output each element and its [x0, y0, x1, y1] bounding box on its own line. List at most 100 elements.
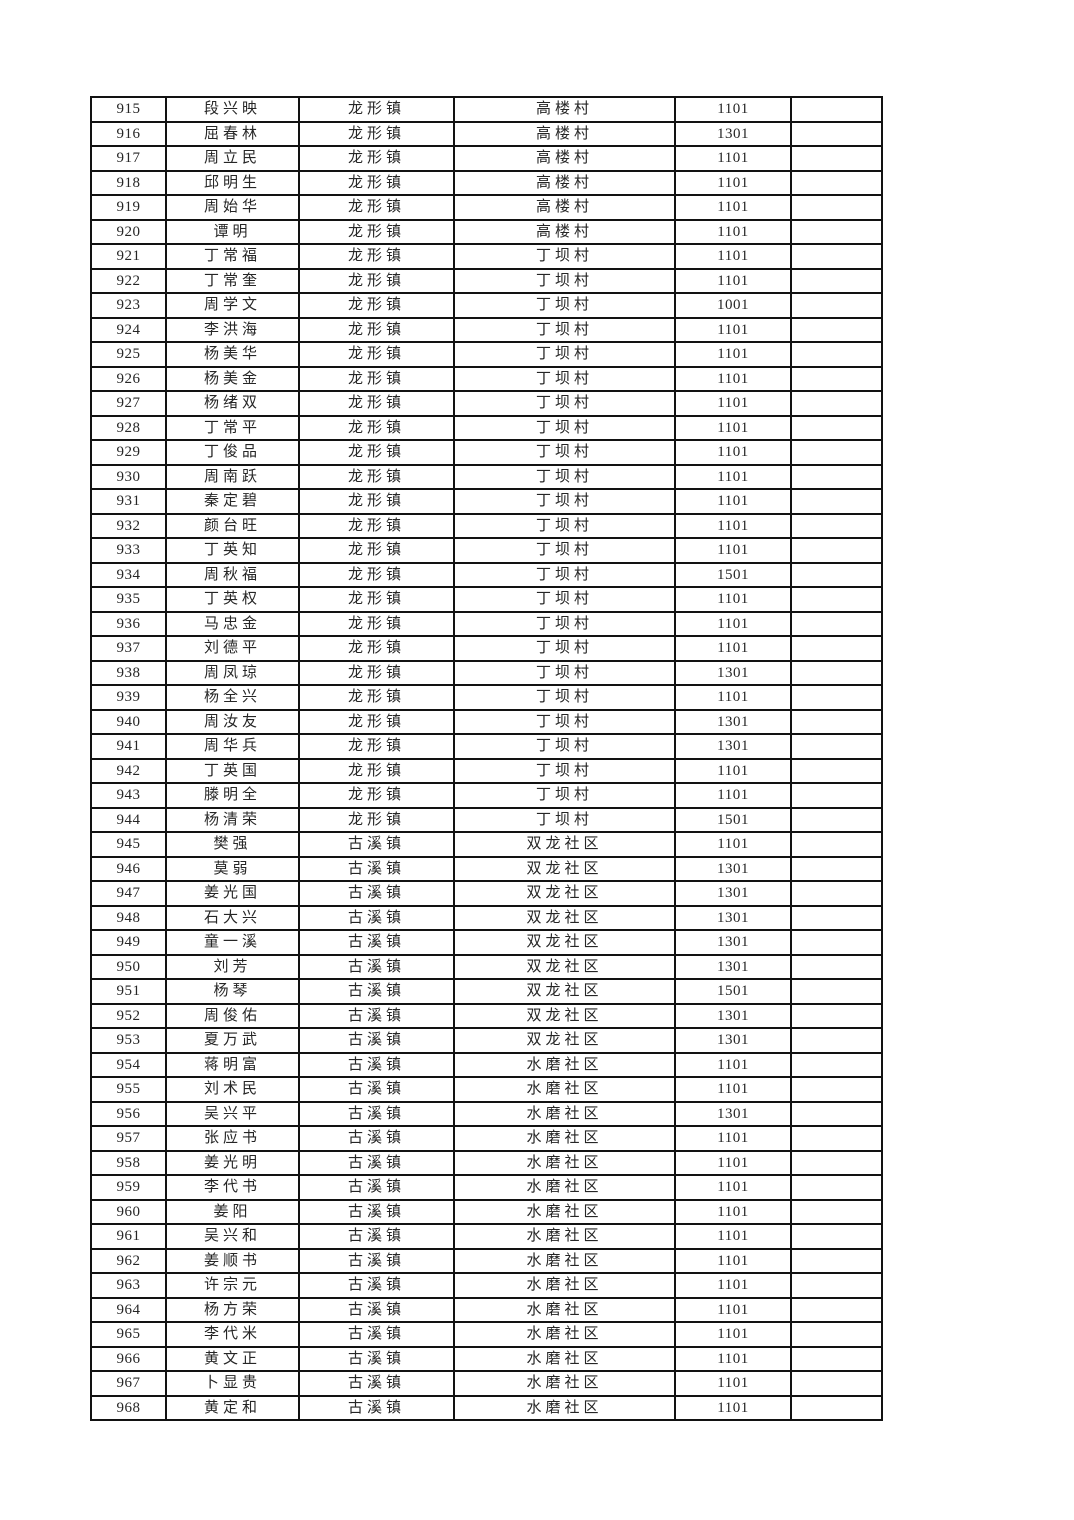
cell-code: 1101	[674, 757, 792, 784]
cell-name: 张应书	[165, 1125, 300, 1152]
cell-name: 邱明生	[165, 169, 300, 196]
cell-index: 947	[90, 880, 167, 907]
table-row: 944 杨清荣 龙形镇 丁坝村 1501	[90, 806, 883, 833]
cell-remark	[790, 953, 883, 980]
cell-code: 1101	[674, 145, 792, 172]
cell-town: 龙形镇	[298, 512, 455, 539]
cell-code: 1301	[674, 1100, 792, 1127]
cell-name: 周南跃	[165, 463, 300, 490]
cell-remark	[790, 1027, 883, 1054]
cell-village: 丁坝村	[453, 610, 676, 637]
cell-town: 古溪镇	[298, 978, 455, 1005]
cell-village: 双龙社区	[453, 978, 676, 1005]
cell-index: 966	[90, 1345, 167, 1372]
cell-village: 丁坝村	[453, 782, 676, 809]
cell-remark	[790, 1174, 883, 1201]
cell-name: 屈春林	[165, 120, 300, 147]
cell-name: 姜顺书	[165, 1247, 300, 1274]
cell-name: 马忠金	[165, 610, 300, 637]
cell-index: 940	[90, 708, 167, 735]
cell-code: 1301	[674, 1027, 792, 1054]
cell-index: 926	[90, 365, 167, 392]
cell-code: 1301	[674, 904, 792, 931]
cell-town: 龙形镇	[298, 439, 455, 466]
cell-remark	[790, 1125, 883, 1152]
cell-town: 龙形镇	[298, 218, 455, 245]
table-row: 953 夏万武 古溪镇 双龙社区 1301	[90, 1027, 883, 1054]
cell-village: 高楼村	[453, 194, 676, 221]
cell-town: 古溪镇	[298, 1002, 455, 1029]
table-row: 919 周始华 龙形镇 高楼村 1101	[90, 194, 883, 221]
cell-index: 962	[90, 1247, 167, 1274]
cell-index: 931	[90, 488, 167, 515]
cell-village: 丁坝村	[453, 316, 676, 343]
cell-code: 1101	[674, 218, 792, 245]
cell-town: 龙形镇	[298, 708, 455, 735]
table-row: 940 周汝友 龙形镇 丁坝村 1301	[90, 708, 883, 735]
cell-remark	[790, 463, 883, 490]
cell-index: 921	[90, 243, 167, 270]
table-row: 945 樊强 古溪镇 双龙社区 1101	[90, 831, 883, 858]
cell-index: 923	[90, 292, 167, 319]
cell-code: 1101	[674, 1394, 792, 1421]
cell-town: 古溪镇	[298, 1027, 455, 1054]
cell-town: 龙形镇	[298, 414, 455, 441]
table-row: 952 周俊佑 古溪镇 双龙社区 1301	[90, 1002, 883, 1029]
cell-index: 967	[90, 1370, 167, 1397]
cell-code: 1101	[674, 341, 792, 368]
cell-village: 双龙社区	[453, 831, 676, 858]
cell-code: 1301	[674, 953, 792, 980]
cell-index: 954	[90, 1051, 167, 1078]
cell-village: 水磨社区	[453, 1198, 676, 1225]
table-row: 933 丁英知 龙形镇 丁坝村 1101	[90, 537, 883, 564]
cell-name: 丁常平	[165, 414, 300, 441]
cell-town: 古溪镇	[298, 880, 455, 907]
cell-village: 丁坝村	[453, 635, 676, 662]
cell-remark	[790, 1002, 883, 1029]
cell-name: 杨琴	[165, 978, 300, 1005]
cell-code: 1101	[674, 243, 792, 270]
cell-town: 龙形镇	[298, 390, 455, 417]
cell-name: 姜光明	[165, 1149, 300, 1176]
cell-code: 1101	[674, 831, 792, 858]
cell-remark	[790, 880, 883, 907]
cell-name: 杨美华	[165, 341, 300, 368]
cell-village: 丁坝村	[453, 561, 676, 588]
cell-remark	[790, 1223, 883, 1250]
cell-town: 龙形镇	[298, 757, 455, 784]
table-row: 957 张应书 古溪镇 水磨社区 1101	[90, 1125, 883, 1152]
cell-name: 丁俊品	[165, 439, 300, 466]
cell-index: 965	[90, 1321, 167, 1348]
cell-index: 957	[90, 1125, 167, 1152]
table-row: 958 姜光明 古溪镇 水磨社区 1101	[90, 1149, 883, 1176]
cell-code: 1101	[674, 1296, 792, 1323]
cell-index: 938	[90, 659, 167, 686]
cell-town: 龙形镇	[298, 463, 455, 490]
cell-code: 1101	[674, 390, 792, 417]
table-row: 942 丁英国 龙形镇 丁坝村 1101	[90, 757, 883, 784]
cell-index: 959	[90, 1174, 167, 1201]
cell-town: 古溪镇	[298, 929, 455, 956]
cell-remark	[790, 512, 883, 539]
cell-remark	[790, 757, 883, 784]
cell-code: 1101	[674, 1247, 792, 1274]
cell-village: 丁坝村	[453, 463, 676, 490]
table-row: 949 童一溪 古溪镇 双龙社区 1301	[90, 929, 883, 956]
cell-village: 水磨社区	[453, 1394, 676, 1421]
cell-village: 丁坝村	[453, 806, 676, 833]
cell-index: 941	[90, 733, 167, 760]
cell-town: 古溪镇	[298, 855, 455, 882]
cell-village: 双龙社区	[453, 904, 676, 931]
cell-name: 段兴映	[165, 96, 300, 123]
cell-name: 李代书	[165, 1174, 300, 1201]
cell-name: 刘术民	[165, 1076, 300, 1103]
cell-index: 942	[90, 757, 167, 784]
cell-remark	[790, 243, 883, 270]
cell-village: 水磨社区	[453, 1051, 676, 1078]
cell-village: 丁坝村	[453, 341, 676, 368]
cell-code: 1101	[674, 1345, 792, 1372]
cell-name: 刘芳	[165, 953, 300, 980]
cell-village: 水磨社区	[453, 1296, 676, 1323]
table-row: 966 黄文正 古溪镇 水磨社区 1101	[90, 1345, 883, 1372]
cell-village: 丁坝村	[453, 733, 676, 760]
